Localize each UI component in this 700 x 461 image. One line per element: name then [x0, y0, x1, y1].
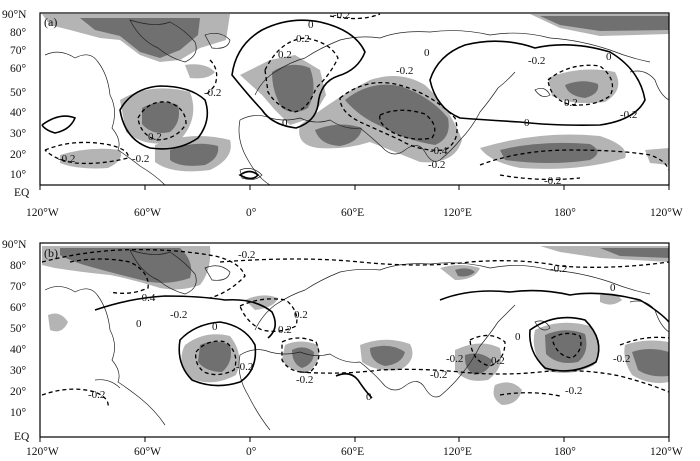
- contour-label: 0.2: [491, 355, 505, 367]
- panel-a-dark-shading: [80, 16, 669, 166]
- y-tick-label: 60°: [10, 302, 27, 314]
- contour-label: 0: [308, 19, 314, 31]
- contour-label: 0.2: [278, 49, 292, 61]
- panel-b-contour-labels: -0.2 -0.2 -0.4 0 -0.2 0 0.2 0 0.2 -0.2 -…: [88, 249, 630, 403]
- y-tick-label: 50°: [10, 87, 27, 99]
- contour-label: -0.2: [430, 369, 447, 381]
- y-tick-label: 40°: [10, 107, 27, 119]
- contour-label: 0: [606, 51, 612, 63]
- x-tick-label: 120°E: [443, 207, 472, 219]
- y-tick-label: 90°N: [2, 9, 27, 21]
- panel-b: -0.2 -0.2 -0.4 0 -0.2 0 0.2 0 0.2 -0.2 -…: [2, 239, 683, 458]
- contour-label: -0.4: [138, 292, 156, 304]
- contour-label: -0.2: [88, 389, 105, 401]
- x-tick-label: 0°: [246, 446, 257, 458]
- x-tick-label: 180°: [554, 207, 576, 219]
- contour-label: 0: [212, 321, 218, 333]
- contour-label: -0.2: [58, 153, 75, 165]
- y-tick-label: 40°: [10, 344, 27, 356]
- panel-b-x-axis: 120°W 60°W 0° 60°E 120°E 180° 120°W: [26, 437, 683, 458]
- x-tick-label: 60°W: [134, 446, 161, 458]
- contour-label: 0: [610, 282, 616, 294]
- contour-label: 0.2: [278, 324, 292, 336]
- contour-label: -0.2: [204, 87, 221, 99]
- panel-a-map: -0.2 0.2 0 -0.2 0 -0.2 0 -0.2 0.2 0.2 -0…: [41, 9, 669, 187]
- contour-label: -0.2: [620, 109, 637, 121]
- panel-a: -0.2 0.2 0 -0.2 0 -0.2 0 -0.2 0.2 0.2 -0…: [2, 9, 683, 219]
- y-tick-label: EQ: [14, 431, 30, 443]
- contour-label: 0: [424, 47, 430, 59]
- y-tick-label: EQ: [14, 187, 30, 199]
- contour-label: -0.2: [528, 55, 545, 67]
- y-tick-label: 20°: [10, 149, 27, 161]
- contour-label: -0.2: [613, 353, 630, 365]
- panel-b-map: -0.2 -0.2 -0.4 0 -0.2 0 0.2 0 0.2 -0.2 -…: [41, 246, 669, 431]
- x-tick-label: 120°E: [443, 446, 472, 458]
- panel-a-coastlines: [44, 19, 669, 185]
- x-tick-label: 0°: [246, 207, 257, 219]
- contour-label: 0: [366, 391, 372, 403]
- y-tick-label: 90°N: [2, 239, 27, 251]
- x-tick-label: 60°W: [134, 207, 161, 219]
- panel-b-contours: [41, 248, 669, 409]
- x-tick-label: 120°W: [26, 446, 59, 458]
- contour-label: 0.2: [148, 131, 162, 143]
- contour-label: -0.4: [430, 145, 448, 157]
- contour-label: -0.2: [550, 263, 567, 275]
- panel-a-contour-labels: -0.2 0.2 0 -0.2 0 -0.2 0 -0.2 0.2 0.2 -0…: [58, 9, 637, 187]
- y-tick-label: 30°: [10, 365, 27, 377]
- y-tick-label: 30°: [10, 128, 27, 140]
- contour-label: 0.2: [564, 97, 578, 109]
- panel-b-y-axis: 90°N 80° 70° 60° 50° 40° 30° 20° 10° EQ: [2, 239, 30, 443]
- x-tick-label: 180°: [554, 446, 576, 458]
- x-tick-label: 120°W: [650, 446, 683, 458]
- panel-a-x-axis: 120°W 60°W 0° 60°E 120°E 180° 120°W: [26, 185, 683, 219]
- y-tick-label: 10°: [10, 169, 27, 181]
- y-tick-label: 50°: [10, 323, 27, 335]
- panel-b-dark-shading: [60, 248, 669, 377]
- panel-a-label: (a): [44, 15, 57, 29]
- contour-label: 0: [524, 117, 530, 129]
- contour-label: 0: [136, 318, 142, 330]
- contour-label: -0.2: [132, 153, 149, 165]
- contour-label: 0: [282, 117, 288, 129]
- y-tick-label: 80°: [10, 27, 27, 39]
- y-tick-label: 10°: [10, 407, 27, 419]
- y-tick-label: 70°: [10, 45, 27, 57]
- x-tick-label: 60°E: [341, 446, 364, 458]
- panel-a-y-axis: 90°N 80° 70° 60° 50° 40° 30° 20° 10° EQ: [2, 9, 30, 199]
- y-tick-label: 60°: [10, 63, 27, 75]
- contour-label: -0.2: [296, 374, 313, 386]
- contour-label: 0.2: [294, 309, 308, 321]
- contour-label: -0.2: [396, 65, 413, 77]
- x-tick-label: 120°W: [26, 207, 59, 219]
- y-tick-label: 20°: [10, 386, 27, 398]
- contour-label: -0.2: [236, 361, 253, 373]
- contour-label: -0.2: [428, 159, 445, 171]
- panel-a-contours: [41, 13, 669, 181]
- contour-label: -0.2: [544, 175, 561, 187]
- contour-label: 0: [515, 331, 521, 343]
- y-tick-label: 80°: [10, 260, 27, 272]
- y-tick-label: 70°: [10, 281, 27, 293]
- contour-label: -0.2: [333, 9, 350, 21]
- contour-label: -0.2: [565, 385, 582, 397]
- contour-label: -0.2: [170, 309, 187, 321]
- x-tick-label: 120°W: [650, 207, 683, 219]
- contour-label: 0.2: [296, 33, 310, 45]
- contour-label: -0.2: [446, 353, 463, 365]
- contour-label: -0.2: [238, 249, 255, 261]
- panel-b-label: (b): [44, 246, 58, 260]
- x-tick-label: 60°E: [341, 207, 364, 219]
